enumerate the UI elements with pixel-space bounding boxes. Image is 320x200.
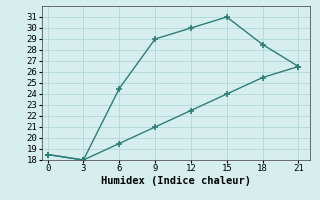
X-axis label: Humidex (Indice chaleur): Humidex (Indice chaleur) xyxy=(101,176,251,186)
